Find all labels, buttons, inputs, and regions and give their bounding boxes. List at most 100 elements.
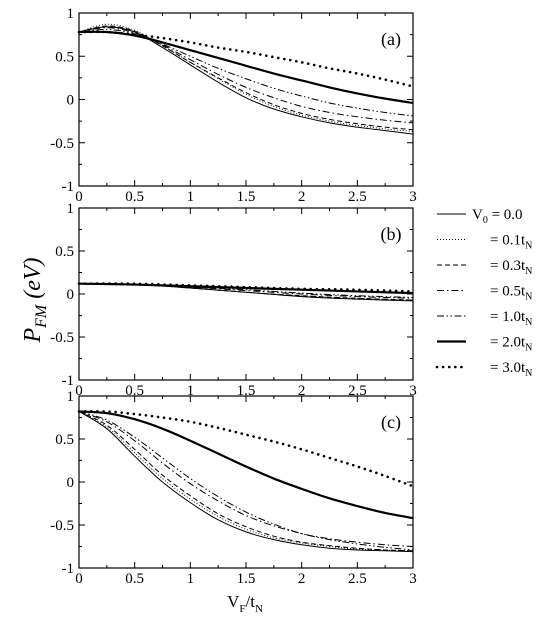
- y-tick-label: 0: [67, 93, 75, 109]
- y-tick-label: 0.5: [55, 49, 74, 65]
- y-tick-label: 1: [67, 389, 75, 405]
- series-line-dashdotdot: [78, 411, 414, 551]
- panels: 0 0.5 1 1.5 2 2.5 3 -1 -0.5 0 0.5 1 (a) 0 0.5 1 1.5 2 2.5 3…: [50, 6, 417, 587]
- legend-label: = 3.0tN: [490, 360, 532, 379]
- legend-label-suffix-sub: N: [525, 368, 532, 379]
- legend-label: = 0.5tN: [490, 284, 532, 303]
- x-axis-title-sub1: F: [239, 603, 245, 615]
- svg-text:PFM(eV): PFM (eV): [20, 257, 50, 343]
- panel-label: (c): [381, 412, 401, 433]
- legend-label-text: = 0.5t: [490, 284, 526, 300]
- legend-label-text: = 0.3t: [490, 258, 526, 274]
- x-tick-label: 1: [187, 571, 195, 587]
- y-tick-label: 0.5: [55, 432, 74, 448]
- x-tick-label: 1: [187, 189, 195, 205]
- legend-label-suffix-sub: N: [525, 292, 532, 303]
- x-tick-label: 0.5: [125, 383, 144, 399]
- x-tick-label: 2.5: [348, 189, 367, 205]
- x-axis-title-slash: /t: [246, 592, 256, 611]
- y-axis-title-main: P: [20, 328, 46, 344]
- y-tick-label: -1: [62, 179, 75, 195]
- legend-label-text: = 0.0: [488, 207, 523, 223]
- legend-label: = 1.0tN: [490, 309, 532, 328]
- legend: V0 = 0.0= 0.1tN= 0.3tN= 0.5tN= 1.0tN= 2.…: [435, 207, 532, 379]
- series-line-dotted-thick: [77, 30, 415, 88]
- legend-item: = 0.5tN: [437, 284, 532, 303]
- x-tick-label: 0: [75, 189, 83, 205]
- series-line-dotted-thin: [78, 411, 414, 552]
- legend-label-text: = 1.0t: [490, 309, 526, 325]
- panel-label: (a): [381, 29, 401, 50]
- legend-label: = 0.1tN: [490, 233, 532, 252]
- panel-c: 0 0.5 1 1.5 2 2.5 3 -1 -0.5 0 0.5 1 (c): [50, 389, 417, 587]
- x-axis-title-main: V: [227, 592, 240, 611]
- y-tick-label: 1: [67, 6, 75, 22]
- legend-label-prefix: V: [472, 207, 483, 223]
- x-tick-label: 1.5: [237, 383, 256, 399]
- legend-item: = 2.0tN: [437, 335, 532, 354]
- legend-item: = 1.0tN: [437, 309, 532, 328]
- x-tick-label: 1.5: [237, 571, 256, 587]
- plot-frame: [78, 395, 414, 569]
- y-tick-label: 0.5: [55, 244, 74, 260]
- plot-frame: [78, 207, 414, 381]
- legend-item: = 3.0tN: [435, 360, 532, 379]
- y-tick-label: -1: [62, 561, 75, 577]
- x-axis-title: VF/tN: [227, 592, 263, 615]
- legend-label-suffix-sub: N: [525, 343, 532, 354]
- series-line-dashed: [78, 25, 414, 131]
- legend-label: V0 = 0.0: [472, 207, 523, 226]
- series-line-solid-thick: [78, 282, 414, 295]
- legend-label-text: = 0.1t: [490, 233, 526, 249]
- x-tick-label: 3: [409, 383, 417, 399]
- legend-label-text: = 3.0t: [490, 360, 526, 376]
- y-tick-label: -0.5: [50, 330, 74, 346]
- panel-label: (b): [381, 224, 402, 245]
- x-tick-label: 2: [298, 383, 306, 399]
- legend-label-suffix-sub: N: [525, 241, 532, 252]
- legend-item: = 0.3tN: [437, 258, 532, 277]
- x-tick-label: 3: [409, 571, 417, 587]
- series-line-solid-thin: [78, 26, 414, 135]
- y-axis-title-sub: FM: [33, 303, 50, 329]
- y-tick-label: 0: [67, 475, 75, 491]
- y-axis-title: PFM (eV): [20, 257, 50, 343]
- y-tick-label: 1: [67, 201, 75, 217]
- legend-item: = 0.1tN: [437, 233, 532, 252]
- legend-label: = 2.0tN: [490, 335, 532, 354]
- legend-label-prefix-sub: 0: [483, 215, 488, 226]
- series-line-dashdot: [78, 283, 414, 299]
- x-tick-label: 0.5: [125, 189, 144, 205]
- x-axis-title-sub2: N: [255, 603, 263, 615]
- x-tick-label: 2: [298, 189, 306, 205]
- x-tick-label: 0.5: [125, 571, 144, 587]
- x-tick-label: 2.5: [348, 383, 367, 399]
- y-tick-label: -0.5: [50, 136, 74, 152]
- series-line-solid-thick: [78, 410, 414, 520]
- legend-label: = 0.3tN: [490, 258, 532, 277]
- series-line-dashdot: [78, 27, 414, 124]
- x-tick-label: 1: [187, 383, 195, 399]
- y-tick-label: -1: [62, 373, 75, 389]
- legend-item: V0 = 0.0: [437, 207, 523, 226]
- legend-label-text: = 2.0t: [490, 335, 526, 351]
- legend-label-suffix-sub: N: [525, 317, 532, 328]
- panel-b: 0 0.5 1 1.5 2 2.5 3 -1 -0.5 0 0.5 1 (b): [50, 201, 417, 399]
- x-tick-label: 0: [75, 383, 83, 399]
- series-line-dotted-thin: [78, 23, 414, 132]
- series-line-dashed: [78, 411, 414, 552]
- y-tick-label: 0: [67, 287, 75, 303]
- plot-frame: [78, 12, 414, 187]
- series-line-dashdot: [78, 411, 414, 547]
- svg-text:VF/tN: VF/tN: [227, 592, 263, 615]
- x-tick-label: 3: [409, 189, 417, 205]
- legend-label-suffix-sub: N: [525, 266, 532, 277]
- series-line-solid-thin: [78, 411, 414, 553]
- x-tick-label: 1.5: [237, 189, 256, 205]
- x-tick-label: 2: [298, 571, 306, 587]
- x-tick-label: 0: [75, 571, 83, 587]
- x-tick-label: 2.5: [348, 571, 367, 587]
- series-line-dotted-thick: [77, 409, 415, 488]
- series-line-dashdotdot: [78, 28, 414, 117]
- series-line-dotted-thick: [77, 282, 415, 293]
